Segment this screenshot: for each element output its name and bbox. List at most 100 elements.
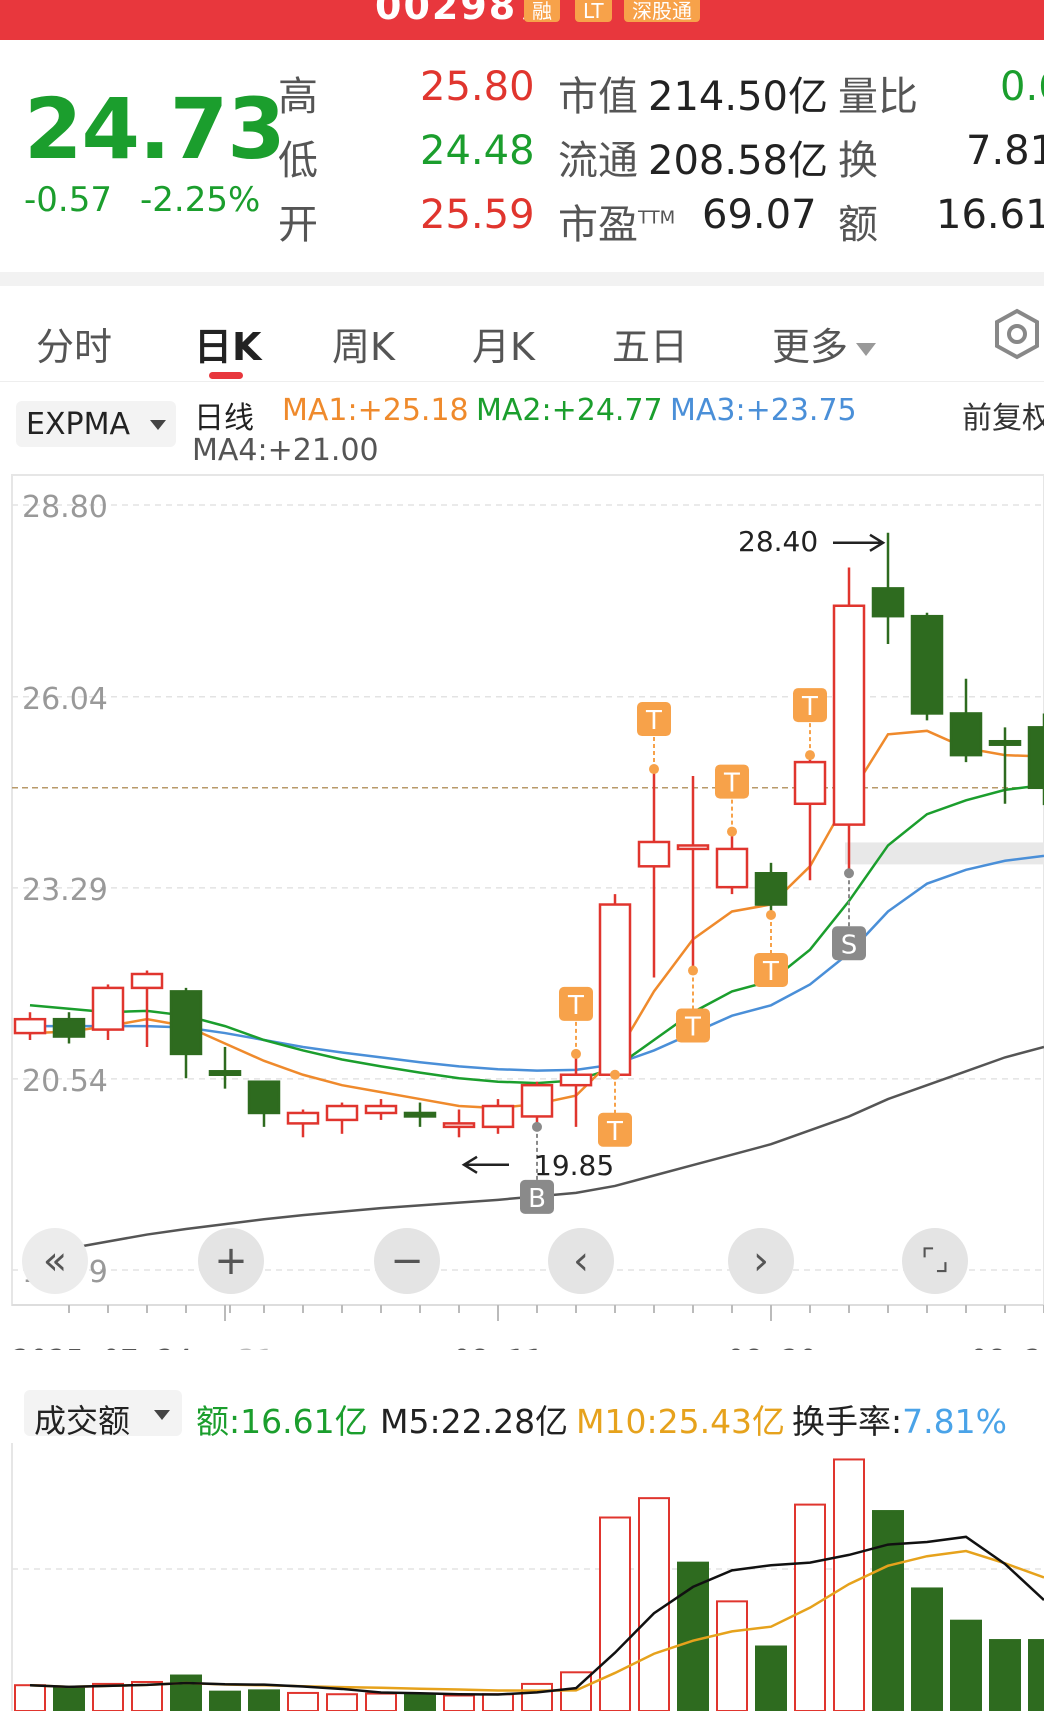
volume-bar [521,1682,553,1711]
tab-weekly-k[interactable]: 周K [332,325,395,369]
price-change-pct: -2.25% [140,180,261,220]
volume-amount: 额:16.61亿 [196,1402,368,1441]
prev-icon: ‹ [573,1238,589,1284]
volume-chart [11,1443,1044,1711]
margin-badge: 融 [524,0,560,23]
volume-bar [716,1600,748,1711]
double-left-icon: « [42,1238,68,1284]
trade-mark-label: T [606,1117,623,1147]
amount-value: 16.61 [936,192,1044,238]
kline-chart[interactable]: 28.8026.0423.2920.5417.79BTTTTTTTS28.401… [0,470,1044,1350]
trade-mark-dot [571,1048,581,1059]
trade-mark-badge [832,926,866,961]
turnover-rate-label: 换手率:7.81% [792,1402,1007,1441]
candle-body [988,739,1022,746]
volume-bar [326,1693,358,1711]
zoom-out-button[interactable]: − [374,1228,440,1294]
scroll-start-button[interactable]: « [22,1228,88,1294]
volume-bar [404,1693,436,1711]
high-annotation: 28.40 [738,525,818,558]
trade-mark-label: B [528,1184,546,1214]
candle-body [13,1017,47,1035]
float-label: 流通 [558,138,638,184]
scroll-right-button[interactable]: › [728,1228,794,1294]
period-label: 日线 [194,401,254,436]
pe-label: 市盈TTM [558,202,676,248]
candle-body [559,1073,593,1087]
candle-body [442,1122,476,1129]
ma3-label: MA3:+23.75 [670,393,857,428]
pe-ttm-sup: TTM [638,207,676,229]
zoom-in-icon: + [214,1238,248,1284]
trade-mark-label: T [801,692,818,722]
volume-bar [170,1674,202,1711]
section-divider [0,272,1044,286]
candle-body [832,604,866,826]
volume-bar [677,1561,709,1711]
candle-body [169,990,203,1056]
trade-mark-dot [649,764,659,775]
candle-body [598,903,632,1077]
trade-mark-label: T [684,1013,701,1043]
volume-bar [248,1689,280,1711]
volume-header: 成交额 额:16.61亿 M5:22.28亿 M10:25.43亿 换手率:7.… [0,1383,1044,1443]
high-arrow-head [869,533,886,552]
candle-body [910,614,944,715]
candle-body [403,1111,437,1118]
quote-panel: 24.73 -0.57 -2.25% 高 低 开 25.80 24.48 25.… [0,40,1044,272]
turnover-label: 换 [838,138,878,184]
y-tick-label: 23.29 [22,873,108,908]
candle-body [637,840,671,868]
candle-body [286,1111,320,1125]
candle-body [325,1104,359,1122]
volume-ratio-label: 量比 [838,74,918,120]
volume-indicator-select[interactable]: 成交额 [24,1390,182,1440]
volume-bar [755,1645,787,1711]
trade-mark-label: T [762,957,779,987]
indicator-select[interactable]: EXPMA [16,401,176,447]
tab-more[interactable]: 更多 [772,316,877,371]
period-tabs: 分时 日K 周K 月K 五日 更多 [0,286,1044,382]
next-icon: › [753,1238,769,1284]
candle-body [676,844,710,851]
settings-icon[interactable] [992,308,1042,360]
fullscreen-button[interactable]: ⌜⌟ [902,1228,968,1294]
tab-intraday[interactable]: 分时 [36,325,113,369]
tab-five-day[interactable]: 五日 [612,325,689,369]
ma4-label: MA4:+21.00 [192,433,379,468]
candle-body [715,847,749,889]
open-value: 25.59 [420,192,535,238]
trade-mark-badge [754,952,788,987]
trade-mark-badge [793,688,827,723]
zoom-in-button[interactable]: + [198,1228,264,1294]
low-value: 24.48 [420,128,535,174]
scroll-left-button[interactable]: ‹ [548,1228,614,1294]
candle-body [247,1080,281,1115]
tab-daily-k[interactable]: 日K [194,325,262,369]
x-tick-label: -31 [220,1344,274,1350]
volume-bar [14,1684,46,1711]
candle-body [754,872,788,906]
low-annotation: 19.85 [534,1149,614,1182]
volume-bar [287,1691,319,1711]
candle-body [871,587,905,618]
price-change: -0.57 [24,180,112,220]
zoom-out-icon: − [390,1238,424,1284]
high-value: 25.80 [420,64,535,110]
candle-body [364,1104,398,1115]
trade-mark-dot [532,1121,542,1132]
high-label: 高 [278,74,318,120]
top-bar: 002987 融 LT 深股通 [0,0,1044,40]
turnover-value: 7.81 [966,128,1044,174]
amount-label: 额 [838,202,878,248]
volume-bar [53,1687,85,1711]
volume-bar [482,1693,514,1711]
candle-body [208,1070,242,1077]
ma1-label: MA1:+25.18 [282,393,469,428]
adjust-type[interactable]: 前复权 [962,401,1044,436]
trade-mark-label: T [645,706,662,736]
trade-mark-dot [610,1069,620,1080]
pe-value: 69.07 [702,192,817,238]
trade-mark-dot [688,965,698,976]
tab-monthly-k[interactable]: 月K [472,325,535,369]
